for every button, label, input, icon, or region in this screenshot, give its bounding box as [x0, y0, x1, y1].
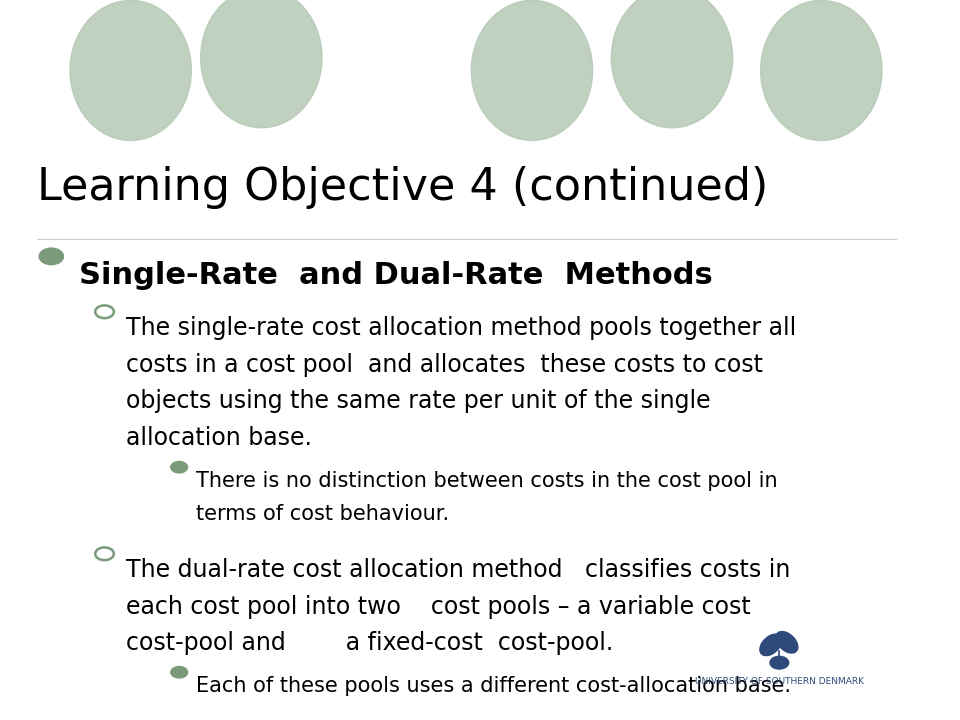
Ellipse shape	[776, 631, 798, 653]
Text: costs in a cost pool  and allocates  these costs to cost: costs in a cost pool and allocates these…	[126, 353, 763, 377]
Circle shape	[95, 305, 114, 318]
Text: cost-pool and        a fixed-cost  cost-pool.: cost-pool and a fixed-cost cost-pool.	[126, 631, 613, 655]
Ellipse shape	[471, 1, 592, 140]
Ellipse shape	[760, 1, 882, 140]
Text: each cost pool into two    cost pools – a variable cost: each cost pool into two cost pools – a v…	[126, 595, 751, 618]
Text: objects using the same rate per unit of the single: objects using the same rate per unit of …	[126, 390, 710, 413]
Ellipse shape	[70, 1, 191, 140]
Circle shape	[171, 462, 187, 473]
Text: Each of these pools uses a different cost-allocation base.: Each of these pools uses a different cos…	[196, 676, 791, 696]
Text: There is no distinction between costs in the cost pool in: There is no distinction between costs in…	[196, 471, 778, 491]
Ellipse shape	[760, 634, 782, 656]
Text: terms of cost behaviour.: terms of cost behaviour.	[196, 504, 449, 524]
Circle shape	[770, 657, 789, 669]
Text: UNIVERSITY OF SOUTHERN DENMARK: UNIVERSITY OF SOUTHERN DENMARK	[695, 677, 864, 685]
Circle shape	[95, 547, 114, 560]
Ellipse shape	[612, 0, 732, 127]
Ellipse shape	[201, 0, 322, 127]
Text: Single-Rate  and Dual-Rate  Methods: Single-Rate and Dual-Rate Methods	[80, 261, 713, 290]
Text: allocation base.: allocation base.	[126, 426, 312, 451]
Circle shape	[171, 667, 187, 678]
Circle shape	[39, 248, 63, 265]
Text: Learning Objective 4 (continued): Learning Objective 4 (continued)	[37, 166, 769, 209]
Text: The dual-rate cost allocation method   classifies costs in: The dual-rate cost allocation method cla…	[126, 557, 790, 582]
Text: The single-rate cost allocation method pools together all: The single-rate cost allocation method p…	[126, 315, 796, 340]
